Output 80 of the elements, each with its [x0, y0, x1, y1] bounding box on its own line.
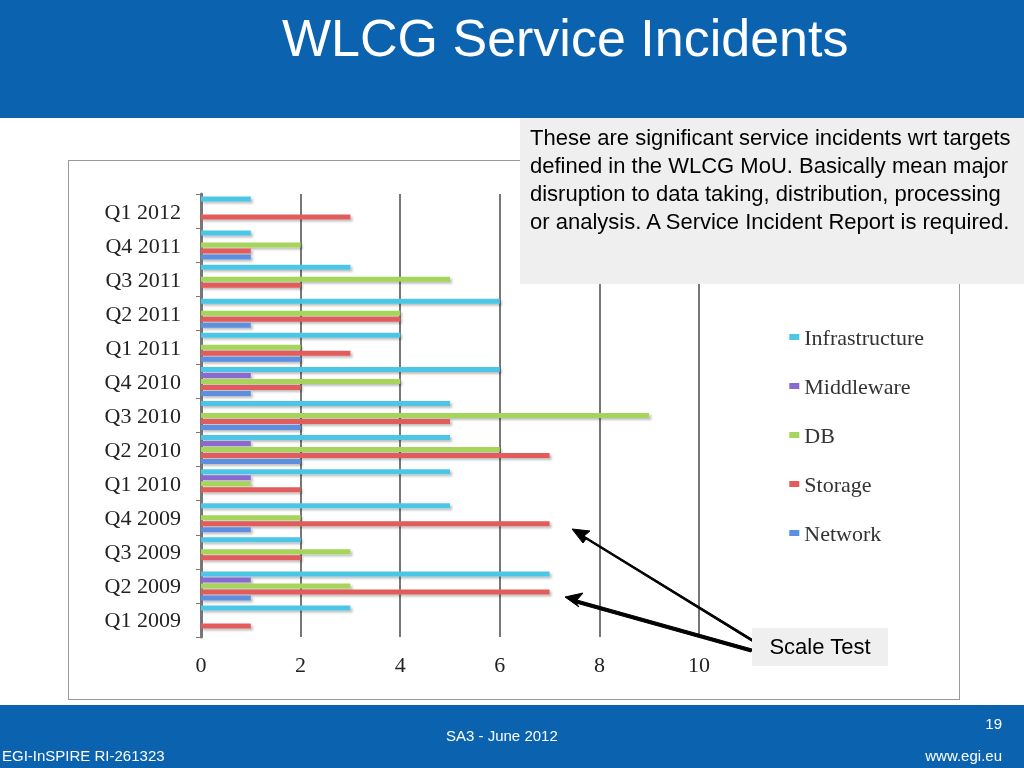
- x-tick-label: 2: [295, 651, 307, 677]
- bar: [201, 527, 251, 533]
- bar: [201, 356, 301, 362]
- bar: [201, 571, 550, 577]
- y-tick-label: Q2 2010: [104, 437, 181, 463]
- bar: [201, 441, 251, 447]
- bar: [201, 344, 301, 350]
- bar: [201, 350, 351, 356]
- bar: [201, 447, 500, 453]
- bar: [201, 487, 301, 493]
- bar: [201, 595, 251, 601]
- y-tick-label: Q1 2011: [105, 334, 181, 360]
- y-tick-label: Q1 2009: [104, 607, 181, 633]
- y-tick-label: Q2 2009: [104, 573, 181, 599]
- legend-label: Network: [804, 520, 882, 546]
- text: SA3 - June 2012: [446, 727, 558, 744]
- bar: [201, 605, 351, 611]
- y-tick-label: Q3 2010: [104, 403, 181, 428]
- bar: [201, 276, 450, 282]
- y-tick-label: Q1 2010: [104, 471, 181, 497]
- bar: [201, 459, 301, 465]
- bar: [201, 242, 301, 248]
- bar: [201, 310, 401, 316]
- text-box: Scale Test: [752, 628, 888, 666]
- bar: [201, 372, 251, 378]
- bar: [201, 264, 351, 270]
- bar: [201, 248, 251, 254]
- legend-label: Middleware: [804, 373, 911, 399]
- bar: [201, 435, 450, 441]
- bar: [201, 390, 251, 396]
- bar: [201, 282, 301, 288]
- x-tick-label: 10: [688, 651, 710, 677]
- bar: [201, 475, 251, 481]
- bar: [201, 555, 301, 561]
- bar: [201, 503, 450, 509]
- bar: [201, 589, 550, 595]
- bar: [201, 521, 550, 527]
- bar: [201, 583, 351, 589]
- bar: [201, 623, 251, 629]
- y-tick-label: Q3 2011: [105, 266, 181, 292]
- bar: [201, 537, 301, 543]
- y-tick-label: Q4 2009: [104, 505, 181, 531]
- bar: [201, 196, 251, 202]
- bar: [201, 298, 500, 304]
- y-tick-label: Q2 2011: [105, 300, 181, 326]
- bar: [201, 549, 351, 555]
- text-box: These are significant service incidents wrt targets defined in the WLCG MoU. Basically mean major disruption to data taking, distribution, processing or analysis. A Service Incident Report is required.: [520, 118, 1024, 284]
- bar: [201, 425, 301, 430]
- bar: [201, 384, 301, 390]
- bar: [201, 378, 401, 384]
- text: 19: [985, 715, 1002, 732]
- legend-label: Storage: [804, 471, 872, 497]
- y-tick-label: Q3 2009: [104, 539, 181, 565]
- bar: [201, 413, 650, 418]
- bar: [201, 401, 450, 406]
- bar: [201, 515, 301, 521]
- bar: [201, 366, 500, 372]
- legend-label: DB: [804, 422, 835, 448]
- y-tick-label: Q4 2011: [105, 232, 181, 258]
- text: EGI-InSPIRE RI-261323: [2, 747, 165, 764]
- chart-title: WLCG Service Incidents: [282, 8, 849, 68]
- bar: [201, 481, 251, 487]
- x-tick-label: 6: [494, 651, 506, 677]
- text: www.egi.eu: [925, 747, 1002, 764]
- bar: [201, 322, 251, 328]
- bar: [201, 214, 351, 220]
- x-tick-label: 0: [195, 651, 207, 677]
- bar: [201, 316, 401, 322]
- x-tick-label: 8: [593, 651, 605, 677]
- y-tick-label: Q1 2012: [104, 198, 181, 224]
- bar: [201, 469, 450, 475]
- bar: [201, 453, 550, 459]
- legend-label: Infrastructure: [804, 324, 925, 350]
- bar: [201, 577, 251, 583]
- bar: [201, 332, 401, 338]
- bar: [201, 254, 251, 260]
- y-tick-label: Q4 2010: [104, 368, 181, 394]
- bar: [201, 230, 251, 236]
- x-tick-label: 4: [394, 651, 406, 677]
- bar: [201, 419, 450, 424]
